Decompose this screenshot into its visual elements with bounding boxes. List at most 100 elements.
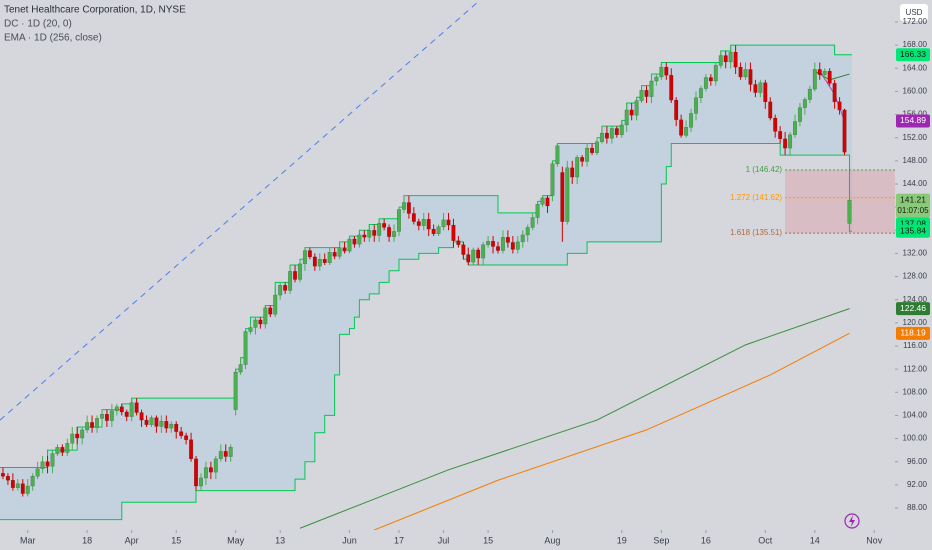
- candle-body: [35, 468, 40, 477]
- candle-body: [689, 113, 694, 128]
- candle-body: [243, 331, 248, 365]
- y-tick-label: 108.00: [903, 387, 928, 396]
- candle-body: [619, 124, 624, 136]
- candle-body: [599, 132, 604, 142]
- candle-body: [297, 263, 302, 280]
- candle-body: [357, 234, 362, 245]
- candle-body: [654, 76, 659, 82]
- candle-body: [560, 172, 565, 222]
- candle-body: [590, 147, 595, 153]
- candle-body: [70, 433, 75, 444]
- currency-label[interactable]: USD: [906, 8, 923, 17]
- candle-body: [793, 121, 798, 136]
- candle-body: [565, 167, 570, 222]
- indicator-line: [374, 332, 850, 530]
- candle-body: [644, 90, 649, 97]
- candle-body: [486, 241, 491, 245]
- candle-body: [203, 467, 208, 479]
- candle-body: [114, 406, 119, 412]
- candle-body: [253, 319, 258, 328]
- candle-body: [624, 109, 629, 126]
- x-tick-label: 19: [617, 535, 627, 545]
- trend-line: [0, 0, 481, 421]
- price-label: 118.19: [900, 328, 926, 338]
- candle-body: [441, 219, 446, 228]
- candle-body: [585, 147, 590, 162]
- candle-body: [694, 97, 699, 114]
- plot-area: 1 (146.42) 1.272 (141.62) 1.618 (135.51): [0, 0, 895, 530]
- price-label-box: [896, 224, 930, 238]
- candle-body: [233, 371, 238, 410]
- candle-body: [703, 77, 708, 89]
- x-tick-label: Nov: [866, 535, 883, 545]
- candle-body: [708, 77, 713, 82]
- y-tick-label: 96.00: [907, 457, 928, 466]
- alert-icon[interactable]: [844, 513, 860, 529]
- candle-body: [174, 423, 179, 432]
- candle-body: [352, 238, 357, 245]
- candle-body: [832, 83, 837, 103]
- candle-body: [15, 483, 20, 488]
- candle-body: [154, 417, 159, 427]
- candle-body: [387, 227, 392, 237]
- candle-body: [698, 88, 703, 98]
- candle-body: [768, 101, 773, 119]
- candle-body: [639, 90, 644, 101]
- y-tick-label: 152.00: [903, 133, 928, 142]
- price-label: 154.89: [900, 115, 926, 125]
- candle-body: [758, 82, 763, 93]
- y-tick-label: 112.00: [903, 364, 927, 373]
- candle-body: [322, 259, 327, 263]
- candle-body: [248, 327, 253, 332]
- candle-body: [288, 271, 293, 291]
- price-label: 135.84: [900, 225, 926, 235]
- price-label: 166.33: [900, 49, 926, 59]
- candle-body: [184, 435, 189, 440]
- y-tick-label: 144.00: [903, 179, 928, 188]
- x-tick-label: 13: [275, 535, 285, 545]
- candle-body: [396, 209, 401, 232]
- candle-body: [194, 458, 199, 487]
- candle-body: [312, 256, 317, 267]
- candle-body: [788, 134, 793, 149]
- candle-body: [80, 429, 85, 439]
- candle-body: [169, 423, 174, 429]
- y-tick-label: 104.00: [903, 411, 928, 420]
- currency-box[interactable]: [900, 4, 928, 21]
- candle-body: [149, 417, 154, 425]
- candle-body: [134, 402, 139, 413]
- candle-body: [649, 80, 654, 97]
- candle-body: [481, 244, 486, 259]
- x-tick-label: Jun: [342, 535, 357, 545]
- candle-body: [30, 475, 35, 487]
- x-tick-label: 17: [394, 535, 404, 545]
- candle-body: [446, 219, 451, 226]
- candle-body: [570, 167, 575, 178]
- candle-body: [491, 241, 496, 247]
- y-tick-label: 168.00: [903, 40, 928, 49]
- candle-body: [753, 84, 758, 93]
- candle-body: [278, 285, 283, 296]
- y-tick-label: 132.00: [903, 249, 928, 258]
- candle-body: [90, 422, 95, 428]
- candle-body: [629, 109, 634, 116]
- candle-body: [401, 202, 406, 210]
- x-tick-label: Mar: [20, 535, 36, 545]
- candle-body: [367, 230, 372, 238]
- candle-body: [20, 483, 25, 494]
- candle-body: [139, 412, 144, 421]
- candle-body: [129, 402, 134, 417]
- candle-body: [550, 163, 555, 196]
- candle-body: [555, 145, 560, 164]
- y-tick-label: 172.00: [903, 17, 928, 26]
- x-tick-label: 15: [171, 535, 181, 545]
- candle-body: [461, 244, 466, 255]
- candle-body: [273, 294, 278, 315]
- candle-body: [471, 249, 476, 263]
- x-tick-label: 18: [82, 535, 92, 545]
- candle-body: [604, 132, 609, 139]
- chart-title: Tenet Healthcare Corporation, 1D, NYSE: [4, 5, 186, 16]
- candle-body: [684, 127, 689, 136]
- candle-body: [208, 467, 213, 473]
- candle-body: [263, 307, 268, 325]
